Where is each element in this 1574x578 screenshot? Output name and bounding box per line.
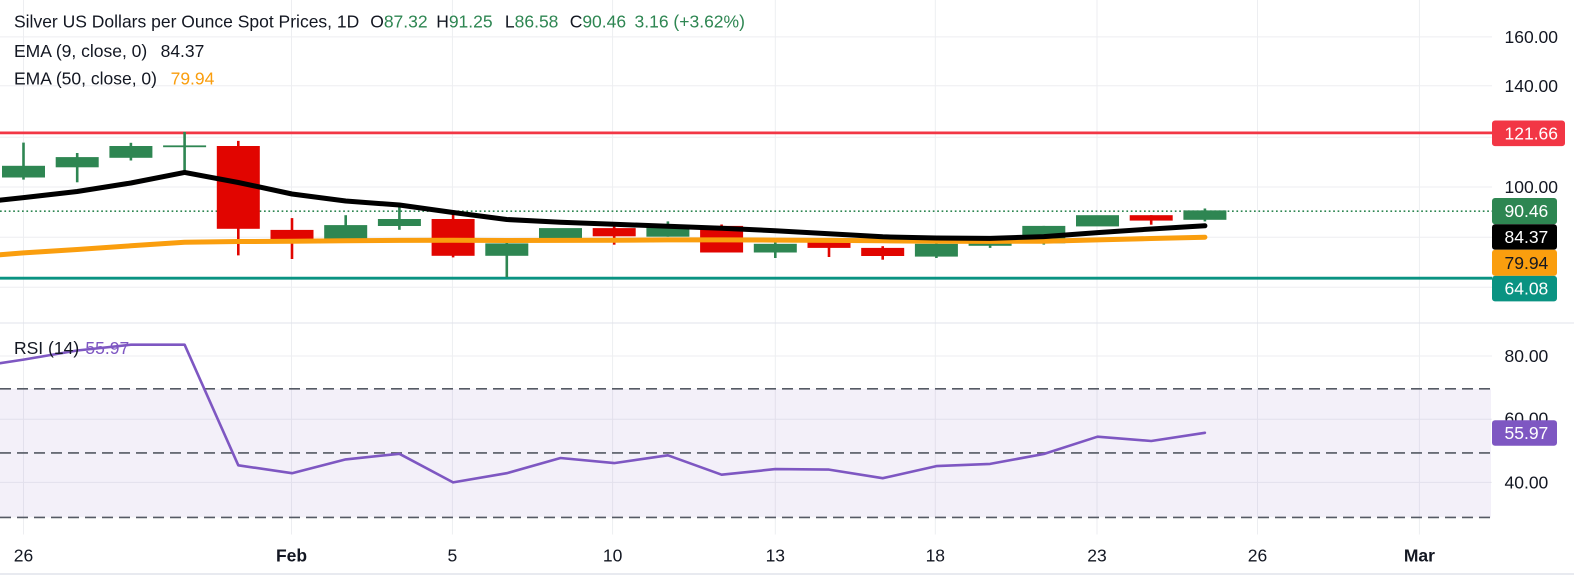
svg-text:Silver US Dollars per Ounce Sp: Silver US Dollars per Ounce Spot Prices,…: [14, 12, 359, 32]
svg-text:EMA (50, close, 0): EMA (50, close, 0): [14, 69, 157, 89]
svg-text:23: 23: [1087, 546, 1106, 566]
svg-text:Mar: Mar: [1404, 546, 1435, 566]
svg-text:79.94: 79.94: [1505, 253, 1549, 273]
svg-text:140.00: 140.00: [1505, 76, 1559, 96]
svg-text:C90.46: C90.46: [570, 12, 626, 32]
svg-text:55.97: 55.97: [85, 338, 129, 358]
svg-text:84.37: 84.37: [161, 41, 205, 61]
svg-text:80.00: 80.00: [1505, 346, 1549, 366]
svg-text:160.00: 160.00: [1505, 27, 1559, 47]
svg-text:O87.32: O87.32: [370, 12, 427, 32]
svg-text:13: 13: [766, 546, 785, 566]
svg-text:L86.58: L86.58: [505, 12, 559, 32]
svg-text:121.66: 121.66: [1505, 123, 1559, 143]
svg-text:5: 5: [448, 546, 458, 566]
svg-text:55.97: 55.97: [1505, 423, 1549, 443]
svg-text:26: 26: [1248, 546, 1267, 566]
svg-text:RSI (14): RSI (14): [14, 338, 79, 358]
svg-text:40.00: 40.00: [1505, 472, 1549, 492]
svg-text:10: 10: [603, 546, 623, 566]
svg-text:84.37: 84.37: [1505, 227, 1549, 247]
svg-text:100.00: 100.00: [1505, 177, 1559, 197]
svg-text:64.08: 64.08: [1505, 279, 1549, 299]
svg-text:18: 18: [926, 546, 945, 566]
svg-text:3.16 (+3.62%): 3.16 (+3.62%): [635, 12, 745, 32]
svg-text:EMA (9, close, 0): EMA (9, close, 0): [14, 41, 147, 61]
svg-text:90.46: 90.46: [1505, 201, 1549, 221]
svg-text:79.94: 79.94: [171, 69, 215, 89]
svg-text:26: 26: [14, 546, 33, 566]
svg-text:H91.25: H91.25: [436, 12, 492, 32]
svg-text:Feb: Feb: [276, 546, 307, 566]
